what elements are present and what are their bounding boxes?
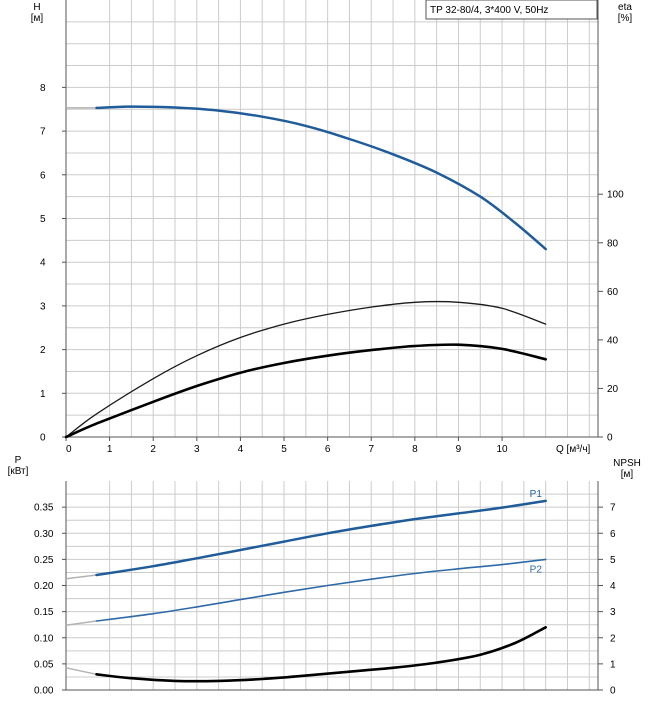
npsh-axis-tick-label: 4 (610, 581, 616, 592)
npsh-axis-tick-label: 0 (610, 686, 616, 697)
p-axis-tick-label: 0.25 (34, 555, 54, 566)
h-axis-tick-label: 4 (40, 258, 46, 269)
eta-axis-tick-label: 0 (607, 433, 613, 444)
q-axis-tick-label: 5 (281, 444, 287, 455)
p2-curve-extension (65, 620, 97, 626)
p2-series-label: P2 (530, 564, 543, 575)
h-axis-tick-label: 2 (40, 345, 46, 356)
h-axis-tick-label: 3 (40, 301, 46, 312)
npsh-curve (95, 626, 547, 683)
h-axis-tick-label: 6 (40, 170, 46, 181)
eta-curve-thick (64, 343, 547, 439)
q-axis-tick-label: 8 (412, 444, 418, 455)
p-axis-title-line-1: P (15, 455, 22, 466)
p-axis-tick-label: 0.10 (34, 633, 54, 644)
q-axis-tick-label: 10 (497, 444, 509, 455)
npsh-axis-tick-label: 2 (610, 633, 616, 644)
q-axis-tick-label: 1 (107, 444, 113, 455)
h-axis-tick-label: 7 (40, 127, 46, 138)
npsh-axis-tick-label: 7 (610, 503, 616, 514)
q-axis-title: Q [м³/ч] (556, 444, 591, 455)
p1-curve (95, 499, 547, 577)
eta-axis-tick-label: 100 (607, 190, 624, 201)
p-axis-tick-label: 0.05 (34, 659, 54, 670)
eta-axis-tick-label: 80 (607, 238, 619, 249)
npsh-axis-tick-label: 3 (610, 607, 616, 618)
h-axis-tick-label: 5 (40, 214, 46, 225)
npsh-axis-title-line-1: NPSH (613, 458, 641, 469)
p-axis-tick-label: 0.20 (34, 581, 54, 592)
h-axis-title-line-1: H (33, 2, 40, 13)
title-box (425, 0, 598, 20)
q-axis-tick-label: 7 (368, 444, 374, 455)
h-axis-title-line-2: [м] (31, 13, 44, 24)
p-axis-tick-label: 0.15 (34, 607, 54, 618)
h-axis-tick-label: 1 (40, 389, 46, 400)
eta-axis-tick-label: 40 (607, 335, 619, 346)
q-axis-tick-label: 4 (238, 444, 244, 455)
h-axis-tick-label: 8 (40, 83, 46, 94)
p1-series-label: P1 (530, 489, 543, 500)
npsh-curve-extension (65, 667, 97, 676)
eta-axis-title-line-1: eta (618, 2, 632, 13)
eta-curve-thin (65, 300, 547, 438)
p2-curve (95, 558, 547, 622)
eta-axis-tick-label: 60 (607, 287, 619, 298)
p-axis-tick-label: 0.35 (34, 503, 54, 514)
q-axis-tick-label: 6 (325, 444, 331, 455)
q-axis-tick-label: 3 (194, 444, 200, 455)
p1-curve-extension (65, 574, 97, 580)
h-axis-tick-label: 0 (40, 433, 46, 444)
npsh-axis-title-line-2: [м] (621, 469, 634, 480)
q-axis-tick-label: 0 (66, 444, 72, 455)
npsh-axis-tick-label: 1 (610, 659, 616, 670)
p-axis-tick-label: 0.00 (34, 686, 54, 697)
chart-title: TP 32-80/4, 3*400 V, 50Hz (430, 5, 548, 16)
npsh-axis-tick-label: 6 (610, 529, 616, 540)
q-axis-tick-label: 9 (456, 444, 462, 455)
p-axis-tick-label: 0.30 (34, 529, 54, 540)
npsh-axis-tick-label: 5 (610, 555, 616, 566)
q-axis-tick-label: 2 (150, 444, 156, 455)
p-axis-title-line-2: [кВт] (8, 466, 29, 477)
eta-axis-tick-label: 20 (607, 384, 619, 395)
h-curve (95, 105, 547, 251)
eta-axis-title-line-2: [%] (618, 13, 633, 24)
